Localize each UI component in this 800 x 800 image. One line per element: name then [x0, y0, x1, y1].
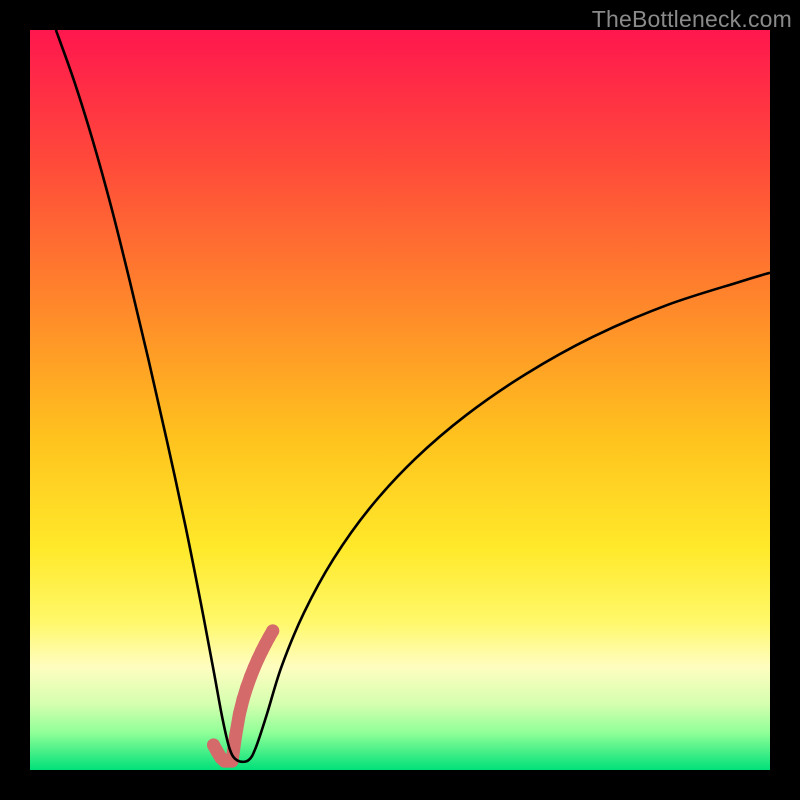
trough-marker: [233, 707, 246, 720]
trough-marker: [266, 624, 279, 637]
chart-frame: TheBottleneck.com: [0, 0, 800, 800]
plot-svg: [30, 30, 770, 770]
watermark-text: TheBottleneck.com: [592, 6, 792, 33]
gradient-background: [30, 30, 770, 770]
trough-marker: [237, 693, 250, 706]
trough-marker: [229, 728, 242, 741]
plot-area: [30, 30, 770, 770]
